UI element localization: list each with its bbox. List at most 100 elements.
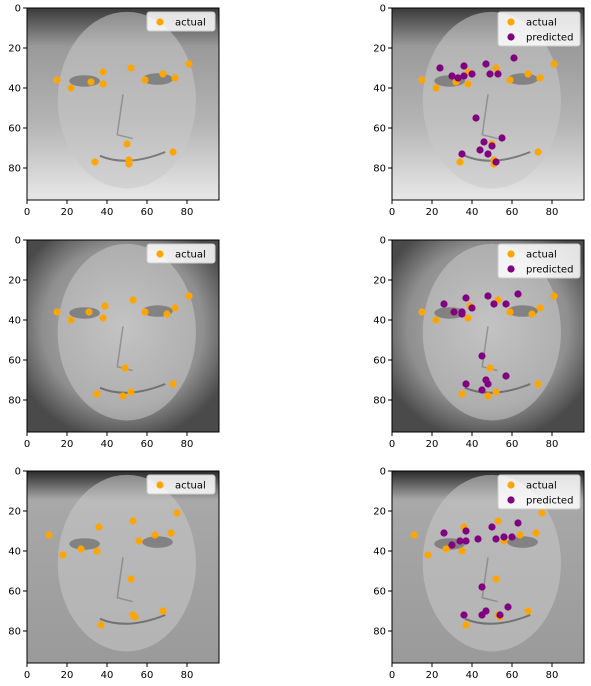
point-predicted: [478, 352, 486, 360]
point-predicted: [460, 62, 468, 70]
point-predicted: [478, 386, 486, 394]
x-tick-label: 20: [61, 439, 74, 450]
point-predicted: [494, 70, 502, 78]
x-tick-label: 80: [181, 670, 194, 681]
x-tick-label: 0: [389, 207, 395, 218]
axes-frame: [391, 470, 585, 664]
point-predicted: [458, 308, 466, 316]
point-actual: [159, 607, 167, 615]
point-actual: [169, 380, 177, 388]
point-actual: [45, 531, 53, 539]
point-actual: [494, 517, 502, 525]
point-predicted: [490, 300, 498, 308]
point-predicted: [458, 150, 466, 158]
point-predicted: [462, 527, 470, 535]
point-predicted: [468, 70, 476, 78]
point-actual: [125, 160, 133, 168]
point-actual: [87, 78, 95, 86]
x-tick-label: 40: [466, 207, 479, 218]
x-tick-label: 60: [506, 670, 519, 681]
point-predicted: [492, 158, 500, 166]
point-actual: [123, 140, 131, 148]
point-predicted: [484, 150, 492, 158]
point-predicted: [474, 535, 482, 543]
point-actual: [486, 364, 494, 372]
subplot-row-3-right: 0 20 40 60 80 0 20 40 60 80 actual predicted: [373, 467, 585, 681]
point-actual: [101, 302, 109, 310]
legend-label-actual: actual: [175, 250, 206, 261]
x-tick-label: 20: [61, 670, 74, 681]
y-tick-label: 0: [380, 4, 386, 15]
x-tick-label: 20: [426, 207, 439, 218]
legend-box: [497, 11, 581, 47]
legend-label-actual: actual: [175, 481, 206, 492]
y-tick-label: 80: [373, 164, 386, 175]
point-actual: [67, 316, 75, 324]
point-actual: [442, 545, 450, 553]
point-predicted: [488, 523, 496, 531]
point-predicted: [484, 380, 492, 388]
legend-label-actual: actual: [526, 250, 557, 261]
point-predicted: [448, 541, 456, 549]
legend-box: [497, 243, 581, 279]
point-predicted: [476, 146, 484, 154]
point-actual: [97, 621, 105, 629]
point-actual: [462, 621, 470, 629]
point-actual: [169, 148, 177, 156]
x-tick-label: 0: [24, 670, 30, 681]
point-actual: [151, 531, 159, 539]
x-tick-label: 60: [506, 207, 519, 218]
point-predicted: [462, 380, 470, 388]
point-actual: [524, 70, 532, 78]
point-actual: [410, 531, 418, 539]
legend-marker-actual: [156, 18, 164, 26]
y-tick-label: 20: [8, 276, 21, 287]
y-tick-label: 20: [373, 276, 386, 287]
x-tick-label: 0: [389, 670, 395, 681]
legend-label-actual: actual: [526, 18, 557, 29]
x-tick-label: 40: [466, 439, 479, 450]
point-predicted: [482, 607, 490, 615]
legend-marker-actual: [507, 481, 515, 489]
point-actual: [163, 310, 171, 318]
y-tick-label: 40: [373, 547, 386, 558]
legend-label-actual: actual: [175, 18, 206, 29]
point-actual: [173, 509, 181, 517]
point-actual: [129, 296, 137, 304]
point-predicted: [440, 529, 448, 537]
point-actual: [550, 292, 558, 300]
x-tick-label: 60: [141, 439, 154, 450]
y-tick-label: 40: [8, 84, 21, 95]
x-tick-label: 60: [141, 670, 154, 681]
y-tick-label: 40: [373, 84, 386, 95]
legend: actual: [146, 474, 216, 495]
y-tick-label: 0: [380, 467, 386, 478]
legend-marker-predicted: [507, 496, 515, 504]
point-actual: [432, 316, 440, 324]
y-tick-label: 0: [380, 236, 386, 247]
point-predicted: [510, 54, 518, 62]
subplot-row-2-right: 0 20 40 60 80 0 20 40 60 80 actual predicted: [373, 236, 585, 450]
point-actual: [418, 76, 426, 84]
axes-frame: [391, 239, 585, 433]
y-tick-label: 60: [8, 356, 21, 367]
point-predicted: [462, 294, 470, 302]
axes-frame: [26, 470, 220, 664]
point-predicted: [472, 114, 480, 122]
point-predicted: [500, 533, 508, 541]
x-tick-label: 60: [506, 439, 519, 450]
y-tick-label: 80: [373, 627, 386, 638]
point-actual: [121, 364, 129, 372]
point-predicted: [498, 134, 506, 142]
legend: actual predicted: [497, 11, 581, 47]
point-actual: [77, 545, 85, 553]
point-actual: [538, 509, 546, 517]
y-tick-label: 60: [373, 587, 386, 598]
point-predicted: [514, 290, 522, 298]
point-actual: [506, 76, 514, 84]
x-tick-label: 40: [466, 670, 479, 681]
point-actual: [516, 531, 524, 539]
x-tick-label: 20: [61, 207, 74, 218]
point-actual: [536, 304, 544, 312]
